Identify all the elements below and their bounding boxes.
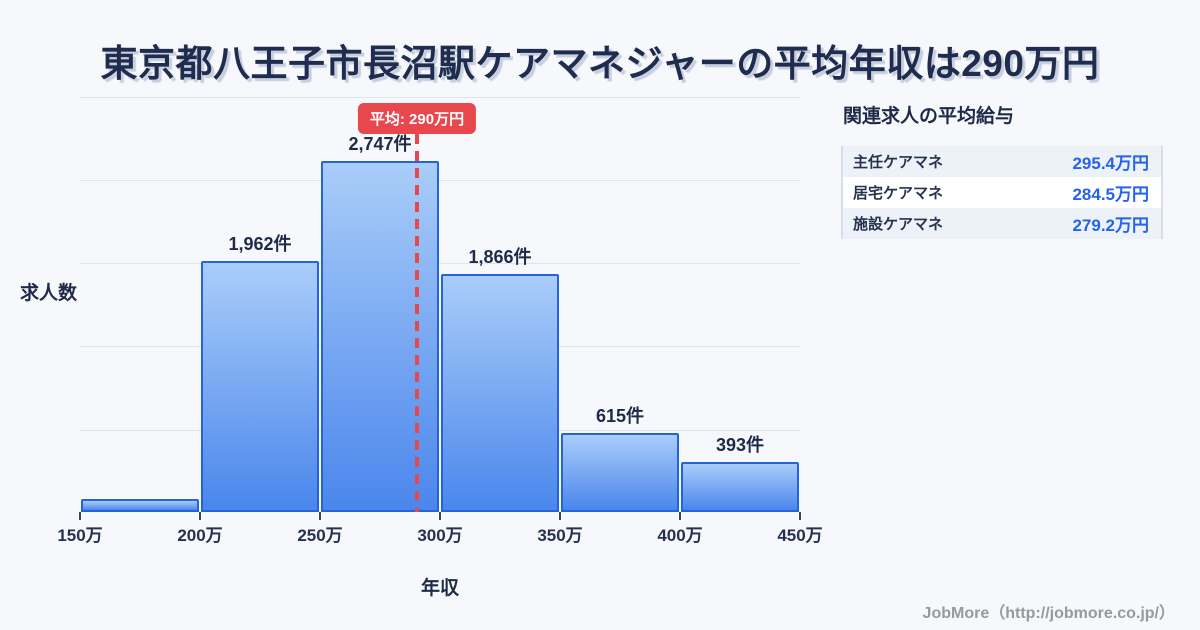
x-axis-tick [319,512,321,520]
job-type-label: 施設ケアマネ [853,216,944,233]
job-type-label: 居宅ケアマネ [853,185,944,202]
gridline [80,97,800,98]
average-salary-value: 279.2万円 [1072,216,1149,235]
average-salary-value: 295.4万円 [1072,154,1149,173]
histogram-bar [561,433,679,512]
histogram-plot-area: 1,962件 2,747件 1,866件 615件 393件 150万 200万 250万 30… [57,97,823,545]
x-axis-tick [79,512,81,520]
x-axis-tick [799,512,801,520]
x-axis-label: 年収 [420,578,460,599]
x-axis-tick-label: 350万 [537,526,583,545]
x-axis-tick [439,512,441,520]
y-axis-label: 求人数 [20,283,78,304]
histogram-bar [201,261,319,512]
related-salary-heading: 関連求人の平均給与 [843,106,1015,127]
average-badge: 平均: 290万円 [357,103,477,134]
x-axis-tick [679,512,681,520]
related-salary-table: 主任ケアマネ 295.4万円居宅ケアマネ 284.5万円施設ケアマネ 279.2万円 [841,146,1163,239]
job-type-label: 主任ケアマネ [853,154,944,171]
histogram-bar [81,499,199,512]
x-axis-tick-label: 250万 [297,526,343,545]
histogram-bar [681,462,799,512]
bar-value-label: 2,747件 [348,134,412,154]
average-salary-value: 284.5万円 [1072,185,1149,204]
histogram-bar [321,161,439,512]
bar-value-label: 393件 [715,435,765,455]
table-row: 居宅ケアマネ 284.5万円 [843,177,1161,208]
x-axis-tick-label: 200万 [177,526,223,545]
gridline [80,430,800,431]
average-line [415,134,419,512]
x-axis-tick-label: 150万 [57,526,103,545]
page-title: 東京都八王子市長沼駅ケアマネジャーの平均年収は290万円 [100,43,1100,84]
x-axis-tick-label: 450万 [777,526,823,545]
bar-value-label: 615件 [595,406,645,426]
histogram-bar [441,274,559,512]
x-axis-tick-label: 400万 [657,526,703,545]
gridline [80,263,800,264]
table-row: 施設ケアマネ 279.2万円 [843,208,1161,239]
gridline [80,346,800,347]
table-row: 主任ケアマネ 295.4万円 [843,146,1161,177]
x-axis-tick-label: 300万 [417,526,463,545]
x-axis-tick [559,512,561,520]
bar-value-label: 1,866件 [468,247,532,267]
gridline [80,180,800,181]
x-axis-tick [199,512,201,520]
footer-credit: JobMore（http://jobmore.co.jp/） [922,605,1175,622]
bar-value-label: 1,962件 [228,234,292,254]
